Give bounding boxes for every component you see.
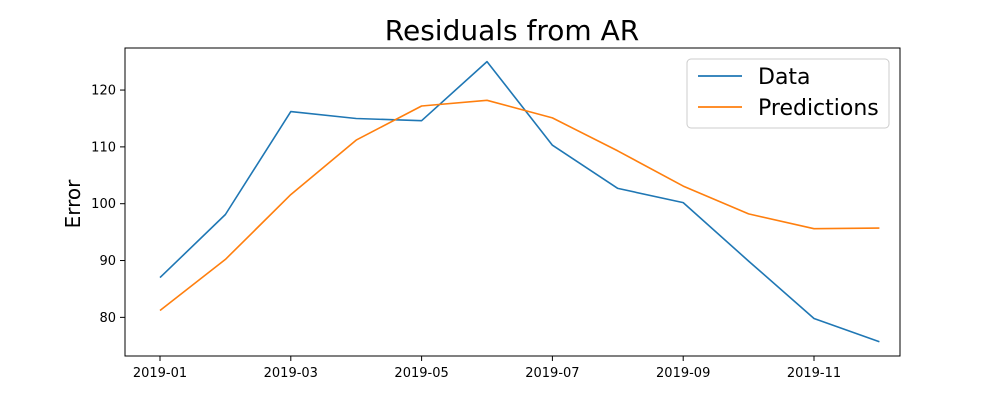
plot-frame <box>124 47 901 357</box>
legend-label-predictions: Predictions <box>758 96 879 121</box>
x-tick-label: 2019-07 <box>525 366 579 381</box>
x-tick-label: 2019-01 <box>133 366 187 381</box>
x-tick-label: 2019-03 <box>264 366 318 381</box>
series-line-predictions <box>159 99 880 312</box>
y-tick-label: 110 <box>91 140 116 155</box>
y-tick-label: 80 <box>99 311 116 326</box>
x-tick-label: 2019-09 <box>656 366 710 381</box>
y-tick-label: 100 <box>91 197 116 212</box>
y-tick-label: 90 <box>99 254 116 269</box>
legend-label-data: Data <box>758 65 811 90</box>
x-tick-label: 2019-05 <box>394 366 448 381</box>
legend: Data Predictions <box>686 58 890 129</box>
y-tick-label: 120 <box>91 84 116 99</box>
x-tick-label: 2019-11 <box>787 366 841 381</box>
series-line-data <box>159 60 880 343</box>
y-axis-label: Error <box>61 179 85 229</box>
chart-title: Residuals from AR <box>385 14 639 47</box>
